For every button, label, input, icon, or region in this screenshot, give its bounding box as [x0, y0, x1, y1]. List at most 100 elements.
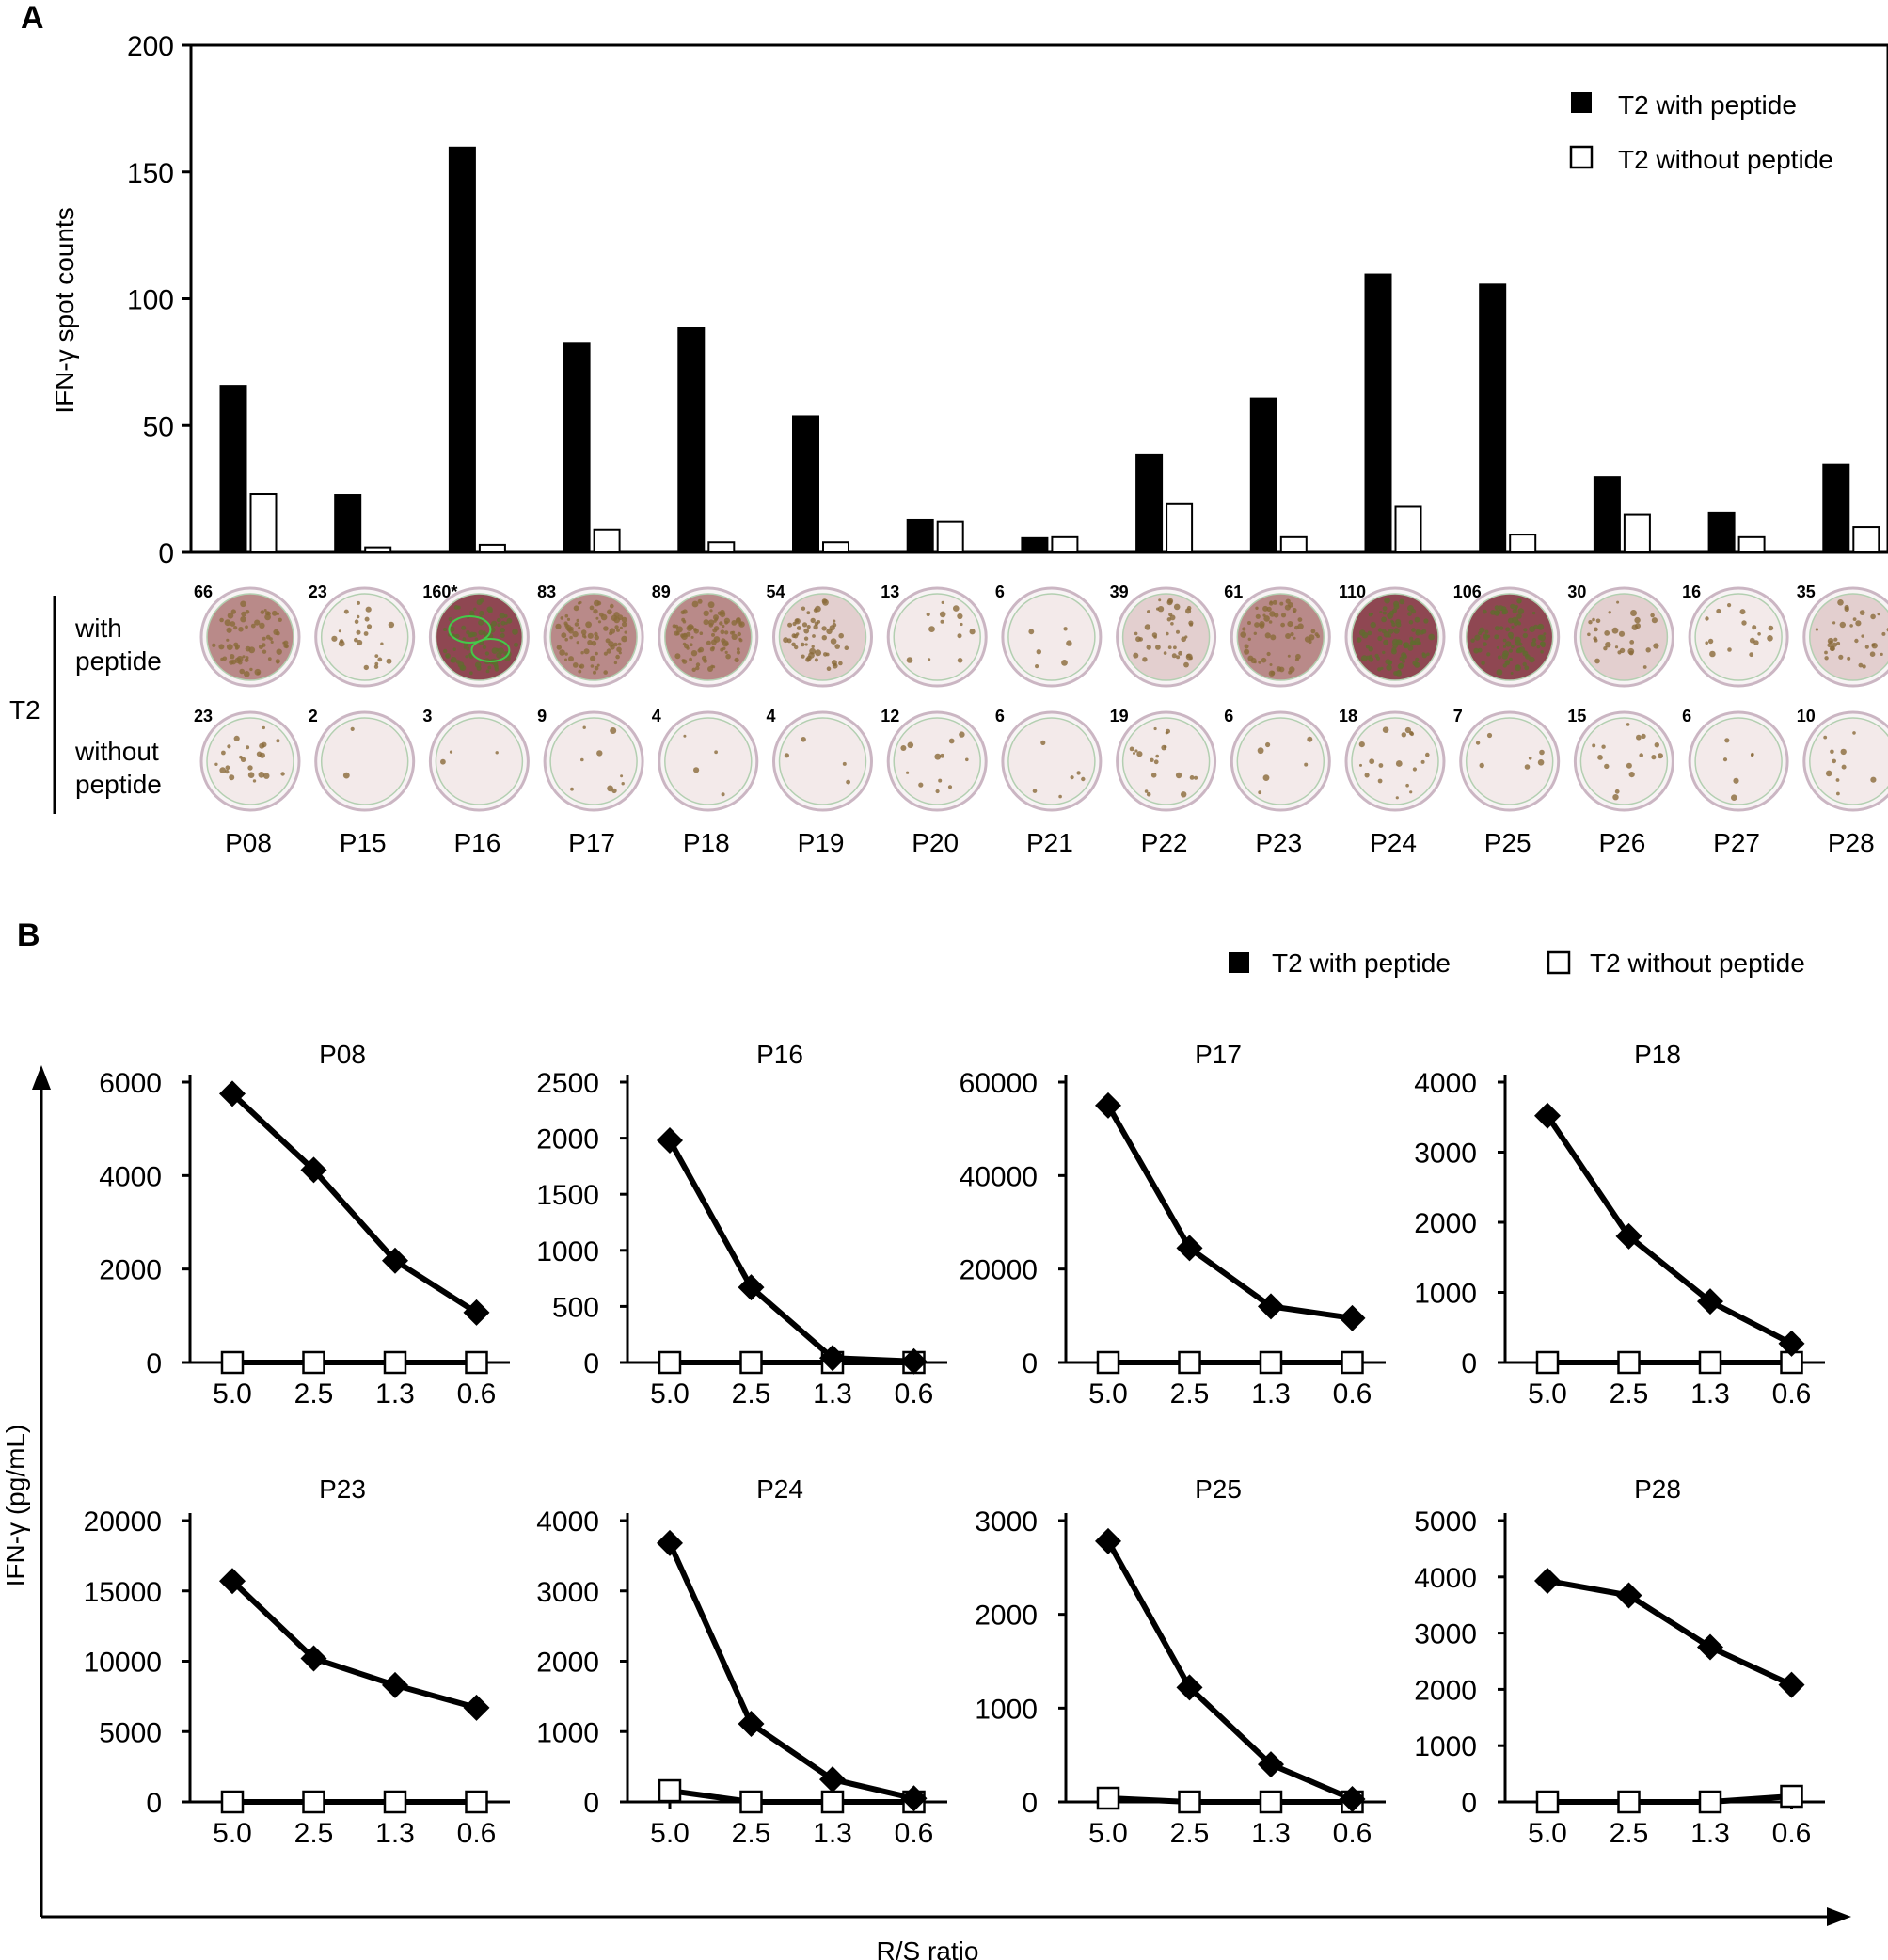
- well-spot: [564, 613, 569, 618]
- well-spot: [682, 632, 688, 638]
- well: [1809, 593, 1888, 681]
- well-spot: [689, 657, 692, 661]
- line-chart-p23: P23 0 5000 10000 15000 20000 5.0 2.5 1.3 0.6: [84, 1474, 510, 1849]
- chart-title: P08: [319, 1040, 366, 1069]
- well-spot: [1629, 640, 1635, 645]
- well-spot: [1473, 647, 1480, 654]
- well-spot: [595, 651, 598, 656]
- well-spot: [803, 628, 810, 634]
- well-spot: [1484, 629, 1489, 634]
- diamond-marker: [219, 1568, 246, 1595]
- x-tick-label: 5.0: [213, 1378, 252, 1410]
- category-label: P15: [340, 828, 387, 857]
- well-spot: [1474, 634, 1481, 641]
- well-spot: [504, 621, 508, 625]
- well-spot: [1270, 634, 1277, 641]
- square-marker: [1535, 1790, 1560, 1814]
- well-count-label: 19: [1110, 707, 1129, 725]
- well-spot: [617, 642, 622, 646]
- well-spot: [1171, 653, 1177, 659]
- well-spot: [275, 659, 280, 664]
- well-spot: [500, 633, 505, 638]
- well-spot: [1272, 599, 1277, 605]
- well-spot: [957, 658, 963, 663]
- well-spot: [690, 650, 698, 657]
- diamond-marker: [463, 1299, 490, 1326]
- well-spot: [364, 616, 370, 622]
- bar-without-peptide: [707, 541, 736, 553]
- well-spot: [593, 670, 596, 675]
- well-spot: [241, 611, 246, 617]
- well-spot: [240, 616, 246, 623]
- category-label: P08: [225, 828, 272, 857]
- well-spot: [1395, 760, 1403, 767]
- well-spot: [247, 765, 253, 771]
- category-label: P28: [1828, 828, 1875, 857]
- well-spot: [1510, 672, 1514, 675]
- well-spot: [1517, 621, 1522, 626]
- well-spot: [784, 753, 790, 758]
- well-spot: [1768, 625, 1774, 631]
- well-spot: [449, 750, 453, 754]
- well-spot: [1507, 631, 1514, 639]
- line-chart-p24: P24 0 1000 2000 3000 4000 5.0 2.5 1.3 0.6: [536, 1474, 947, 1849]
- well-spot: [1482, 609, 1487, 614]
- well-spot: [342, 772, 350, 779]
- well-spot: [1194, 775, 1198, 780]
- well-spot: [1409, 790, 1413, 794]
- well-spot: [619, 626, 623, 629]
- well-spot: [621, 616, 627, 623]
- well-spot: [1832, 758, 1836, 764]
- well-spot: [1293, 610, 1296, 613]
- row-without-label-2: peptide: [75, 770, 162, 799]
- chart-title: P18: [1634, 1040, 1681, 1069]
- well-spot: [1307, 736, 1313, 742]
- well-spot: [1382, 726, 1389, 733]
- bar-with-peptide: [1593, 476, 1621, 552]
- well-spot: [1063, 627, 1068, 631]
- well: [1236, 717, 1325, 805]
- bar-without-peptide: [1852, 526, 1880, 553]
- well-spot: [957, 613, 963, 620]
- well-spot: [1531, 611, 1536, 615]
- well-spot: [569, 635, 573, 640]
- square-marker: [1341, 1350, 1364, 1375]
- well-spot: [1392, 608, 1397, 613]
- well-spot: [1146, 645, 1151, 650]
- well: [1694, 593, 1783, 681]
- well-spot: [246, 745, 250, 750]
- well-spot: [1258, 661, 1262, 664]
- well-spot: [473, 607, 477, 611]
- well-spot: [479, 610, 484, 616]
- well-spot: [1136, 751, 1143, 757]
- well-spot: [838, 632, 844, 639]
- chart-title: P17: [1195, 1040, 1242, 1069]
- well-spot: [443, 648, 448, 654]
- well-spot: [1144, 789, 1149, 793]
- chart-title: P16: [756, 1040, 803, 1069]
- well-spot: [1829, 640, 1832, 644]
- well-spot: [1836, 641, 1841, 645]
- panel-a-ytick-label: 200: [127, 31, 174, 62]
- well-spot: [616, 628, 620, 632]
- well-spot: [1650, 613, 1655, 618]
- well-spot: [1360, 655, 1368, 662]
- diamond-marker: [900, 1347, 928, 1375]
- well-spot: [1393, 603, 1400, 610]
- well: [893, 717, 981, 805]
- well-spot: [1258, 790, 1262, 795]
- line-chart-p28: P28 0 1000 2000 3000 4000 5000 5.0 2.5 1.3 0.6: [1414, 1474, 1825, 1849]
- well-spot: [823, 652, 828, 657]
- well-spot: [556, 645, 562, 650]
- well-spot: [474, 637, 479, 642]
- well-spot: [690, 643, 693, 646]
- well-spot: [224, 619, 231, 627]
- well-spot: [1280, 622, 1285, 628]
- well-spot: [682, 659, 688, 664]
- diamond-marker: [1095, 1092, 1121, 1119]
- well-spot: [354, 619, 359, 624]
- legend-a-with-label: T2 with peptide: [1618, 90, 1797, 120]
- well-spot: [806, 611, 811, 615]
- well-spot: [1864, 645, 1869, 649]
- well-spot: [1421, 653, 1427, 659]
